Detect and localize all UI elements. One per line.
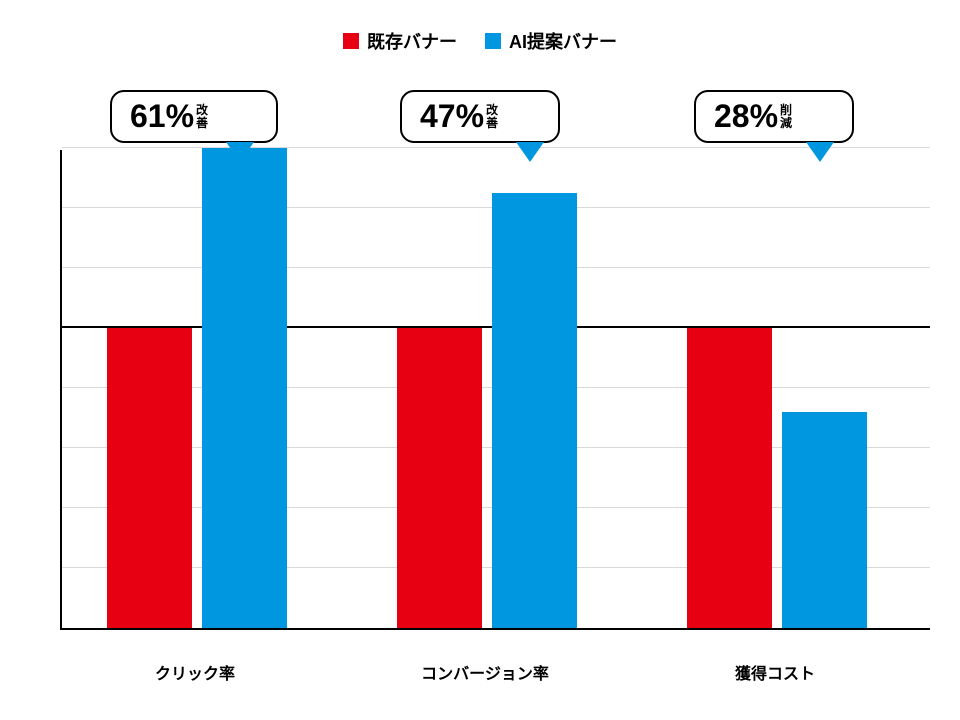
callout-pointer-icon [806,142,834,162]
callout-suffix: 削減 [780,104,794,130]
improvement-callout: 47%改善 [400,90,560,143]
callout-value: 28% [714,98,778,135]
callout-pointer-icon [516,142,544,162]
legend: 既存バナー AI提案バナー [0,28,960,54]
legend-swatch-existing [343,33,359,49]
improvement-callout: 61%改善 [110,90,278,143]
legend-item-existing: 既存バナー [343,28,457,54]
legend-label-existing: 既存バナー [367,28,457,54]
legend-item-ai: AI提案バナー [485,28,617,54]
bar-ai [202,148,287,628]
bar-ai [492,193,577,628]
legend-swatch-ai [485,33,501,49]
comparison-bar-chart: 既存バナー AI提案バナー 61%改善47%改善28%削減 クリック率コンバージ… [0,0,960,720]
callout-suffix: 改善 [196,104,210,130]
callout-value: 61% [130,98,194,135]
legend-label-ai: AI提案バナー [509,28,617,54]
callout-pointer-icon [226,142,254,162]
callout-value: 47% [420,98,484,135]
x-axis-label: コンバージョン率 [421,660,549,684]
x-axis-label: 獲得コスト [735,660,815,684]
bar-ai [782,412,867,628]
callout-suffix: 改善 [486,104,500,130]
improvement-callout: 28%削減 [694,90,854,143]
bar-existing [107,328,192,628]
x-axis-label: クリック率 [155,660,235,684]
plot-area [60,150,930,630]
gridline [62,147,930,148]
bar-existing [687,328,772,628]
bar-existing [397,328,482,628]
